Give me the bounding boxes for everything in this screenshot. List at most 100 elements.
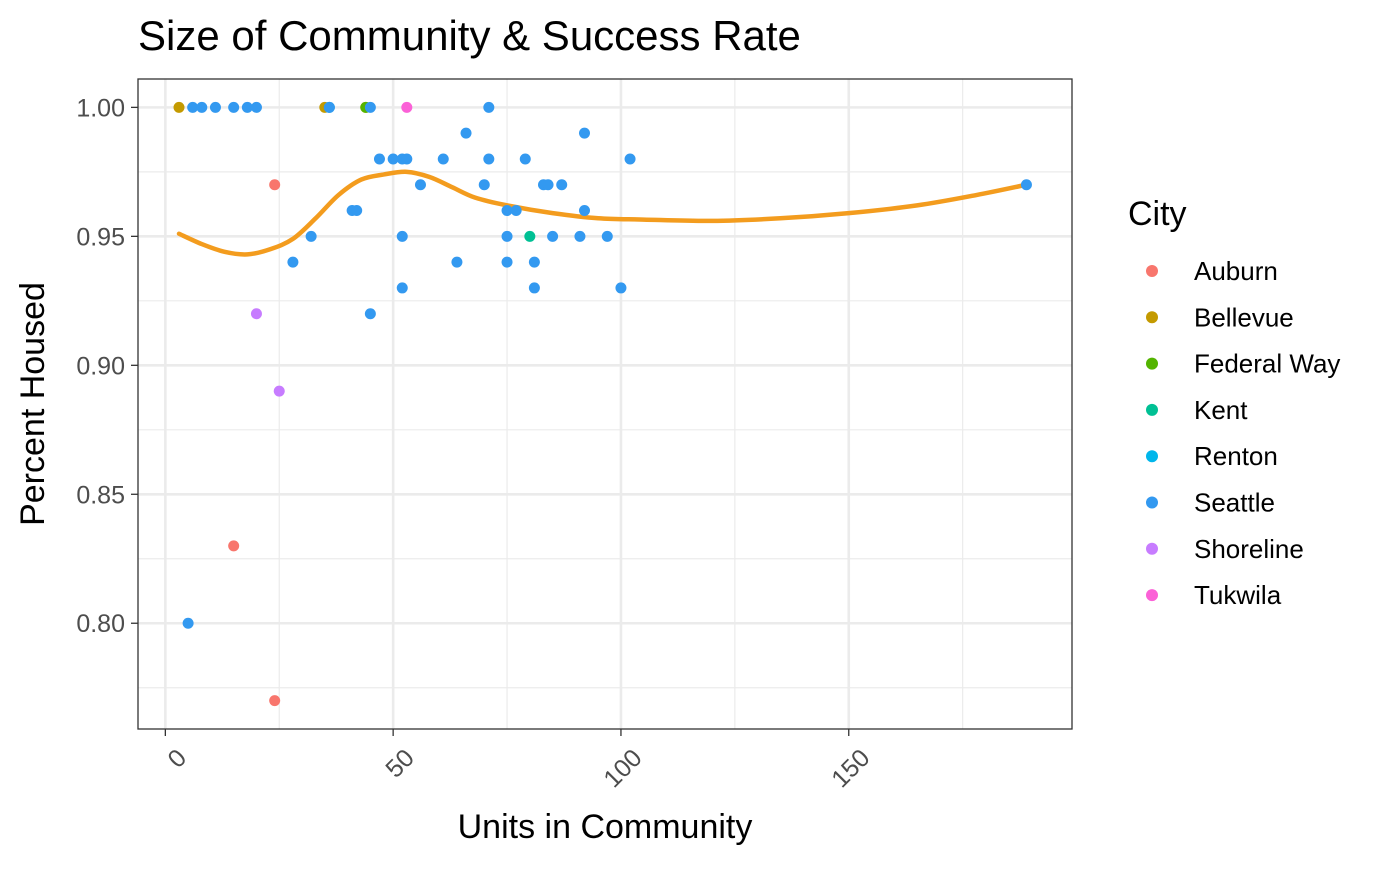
data-point <box>460 127 472 139</box>
y-tick-label: 1.00 <box>76 94 125 122</box>
data-point <box>547 230 559 242</box>
x-tick-label: 150 <box>826 744 875 793</box>
series-kent <box>524 230 536 242</box>
data-point <box>323 101 335 113</box>
points-layer <box>173 101 1032 707</box>
data-point <box>528 256 540 268</box>
data-point <box>478 179 490 191</box>
data-point <box>556 179 568 191</box>
data-point <box>228 101 240 113</box>
legend-item: Auburn <box>1146 256 1278 286</box>
x-tick-label: 0 <box>162 744 192 774</box>
data-point <box>483 101 495 113</box>
legend-item: Renton <box>1146 441 1278 471</box>
data-point <box>182 617 194 629</box>
legend-label: Seattle <box>1194 488 1275 518</box>
y-tick-label: 0.85 <box>76 481 125 509</box>
legend-label: Auburn <box>1194 256 1278 286</box>
legend-item: Seattle <box>1146 488 1275 518</box>
data-point <box>524 230 536 242</box>
legend-swatch <box>1146 311 1158 324</box>
data-point <box>364 308 376 320</box>
legend-label: Kent <box>1194 395 1248 425</box>
data-point <box>396 282 408 294</box>
y-tick-label: 0.90 <box>76 352 125 380</box>
x-tick-label: 100 <box>598 744 647 793</box>
series-seattle <box>182 101 1032 629</box>
x-tick-label: 50 <box>380 744 419 783</box>
y-axis-title: Percent Housed <box>14 282 52 526</box>
legend-swatch <box>1146 542 1158 555</box>
data-point <box>250 308 262 320</box>
data-point <box>241 101 253 113</box>
data-point <box>528 282 540 294</box>
legend-item: Tukwila <box>1146 580 1282 610</box>
legend-swatch <box>1146 450 1158 463</box>
series-auburn <box>228 179 281 707</box>
legend-item: Federal Way <box>1146 349 1340 379</box>
series-shoreline <box>250 308 285 397</box>
data-point <box>483 153 495 165</box>
data-point <box>615 282 627 294</box>
data-point <box>578 127 590 139</box>
data-point <box>501 205 513 217</box>
legend-label: Federal Way <box>1194 349 1340 379</box>
axes: 0 50 100 150 0.80 0.85 0.90 0.95 1.00 <box>76 94 875 793</box>
data-point <box>269 179 281 191</box>
data-point <box>187 101 199 113</box>
data-point <box>351 205 363 217</box>
data-point <box>305 230 317 242</box>
legend-swatch <box>1146 496 1158 509</box>
legend-item: Shoreline <box>1146 534 1304 564</box>
data-point <box>414 179 426 191</box>
panel-border <box>137 78 1073 730</box>
chart-title: Size of Community & Success Rate <box>138 12 801 59</box>
data-point <box>578 205 590 217</box>
data-point <box>574 230 586 242</box>
series-tukwila <box>401 101 413 113</box>
data-point <box>250 101 262 113</box>
data-point <box>173 101 185 113</box>
data-point <box>624 153 636 165</box>
data-point <box>437 153 449 165</box>
y-tick-label: 0.95 <box>76 223 125 251</box>
legend-title: City <box>1128 195 1187 233</box>
data-point <box>209 101 221 113</box>
data-point <box>1020 179 1032 191</box>
grid <box>138 79 1072 729</box>
data-point <box>601 230 613 242</box>
legend-label: Tukwila <box>1194 580 1282 610</box>
trend-line <box>176 169 1029 257</box>
data-point <box>501 230 513 242</box>
legend: City Auburn Bellevue Federal Way Kent Renton… <box>1128 195 1340 610</box>
data-point <box>501 256 513 268</box>
data-point <box>396 230 408 242</box>
data-point <box>401 101 413 113</box>
data-point <box>542 179 554 191</box>
data-point <box>269 695 281 707</box>
data-point <box>196 101 208 113</box>
trend-layer <box>176 169 1029 257</box>
legend-label: Shoreline <box>1194 534 1304 564</box>
data-point <box>228 540 240 552</box>
legend-label: Renton <box>1194 441 1278 471</box>
legend-swatch <box>1146 589 1158 602</box>
data-point <box>287 256 299 268</box>
legend-label: Bellevue <box>1194 302 1294 332</box>
legend-swatch <box>1146 357 1158 370</box>
legend-item: Bellevue <box>1146 302 1294 332</box>
legend-swatch <box>1146 403 1158 416</box>
data-point <box>364 101 376 113</box>
data-point <box>273 385 285 397</box>
data-point <box>401 153 413 165</box>
data-point <box>373 153 385 165</box>
data-point <box>387 153 399 165</box>
data-point <box>519 153 531 165</box>
data-point <box>451 256 463 268</box>
y-tick-label: 0.80 <box>76 610 125 638</box>
legend-swatch <box>1146 265 1158 277</box>
data-point <box>510 205 522 217</box>
legend-item: Kent <box>1146 395 1248 425</box>
